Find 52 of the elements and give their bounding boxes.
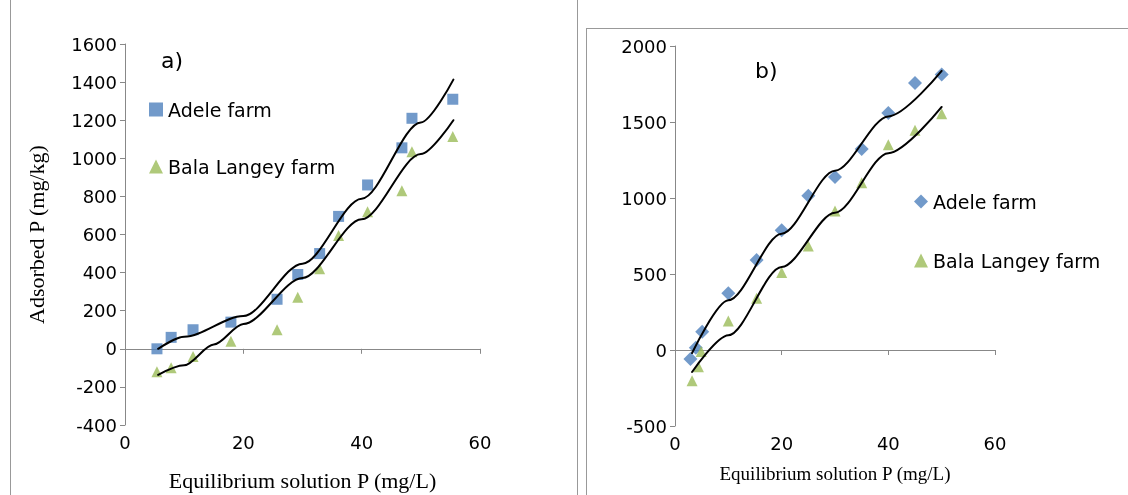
point — [271, 324, 283, 336]
x-tick-label: 20 — [231, 431, 255, 453]
y-tick-label: -500 — [626, 415, 667, 437]
point — [406, 112, 418, 124]
y-tick-label: 800 — [82, 185, 117, 207]
y-tick-label: 1000 — [71, 147, 117, 169]
annotation: a) — [161, 47, 184, 73]
point — [151, 343, 163, 355]
y-tick-label: -400 — [76, 414, 117, 436]
point — [225, 335, 237, 347]
y-tick-label: 1400 — [71, 71, 117, 93]
y-tick-label: -200 — [76, 376, 117, 398]
legend-label: Adele farm — [168, 98, 272, 121]
point — [447, 130, 459, 142]
x-tick-label: 0 — [119, 431, 131, 453]
y-tick-label: 600 — [82, 224, 117, 245]
y-axis-title: Adsorbed P (mg/kg) — [23, 145, 49, 324]
point — [686, 375, 698, 387]
legend-label: Bala Langey farm — [933, 249, 1101, 272]
point — [882, 139, 894, 151]
legend-label: Bala Langey farm — [168, 155, 336, 178]
point — [722, 315, 734, 327]
point — [187, 324, 199, 336]
y-tick-label: 200 — [82, 300, 117, 322]
point — [362, 179, 374, 191]
point — [828, 170, 842, 185]
x-tick-label: 40 — [350, 431, 374, 453]
y-tick-label: 500 — [632, 263, 667, 285]
point — [721, 286, 736, 301]
y-tick-label: 1600 — [71, 33, 117, 55]
y-tick-label: 1000 — [621, 187, 667, 209]
legend-label: Adele farm — [933, 190, 1037, 213]
x-tick-label: 0 — [669, 432, 681, 454]
point — [292, 291, 304, 303]
point — [396, 185, 408, 197]
x-axis-title: Equilibrium solution P (mg/L) — [719, 463, 951, 485]
y-tick-label: 1200 — [71, 109, 117, 131]
y-tick-label: 0 — [655, 339, 667, 361]
y-tick-label: 1500 — [621, 111, 667, 133]
y-tick-label: 400 — [82, 262, 117, 284]
y-tick-label: 0 — [105, 338, 117, 360]
point — [447, 93, 459, 105]
x-tick-label: 60 — [468, 431, 492, 453]
point — [936, 108, 948, 120]
y-tick-label: 2000 — [621, 35, 667, 57]
x-axis-title: Equilibrium solution P (mg/L) — [168, 467, 437, 493]
point — [908, 76, 922, 91]
x-tick-label: 60 — [983, 432, 1007, 454]
annotation: b) — [755, 57, 778, 83]
point — [683, 352, 698, 367]
x-tick-label: 20 — [770, 432, 794, 454]
x-tick-label: 40 — [876, 432, 900, 454]
